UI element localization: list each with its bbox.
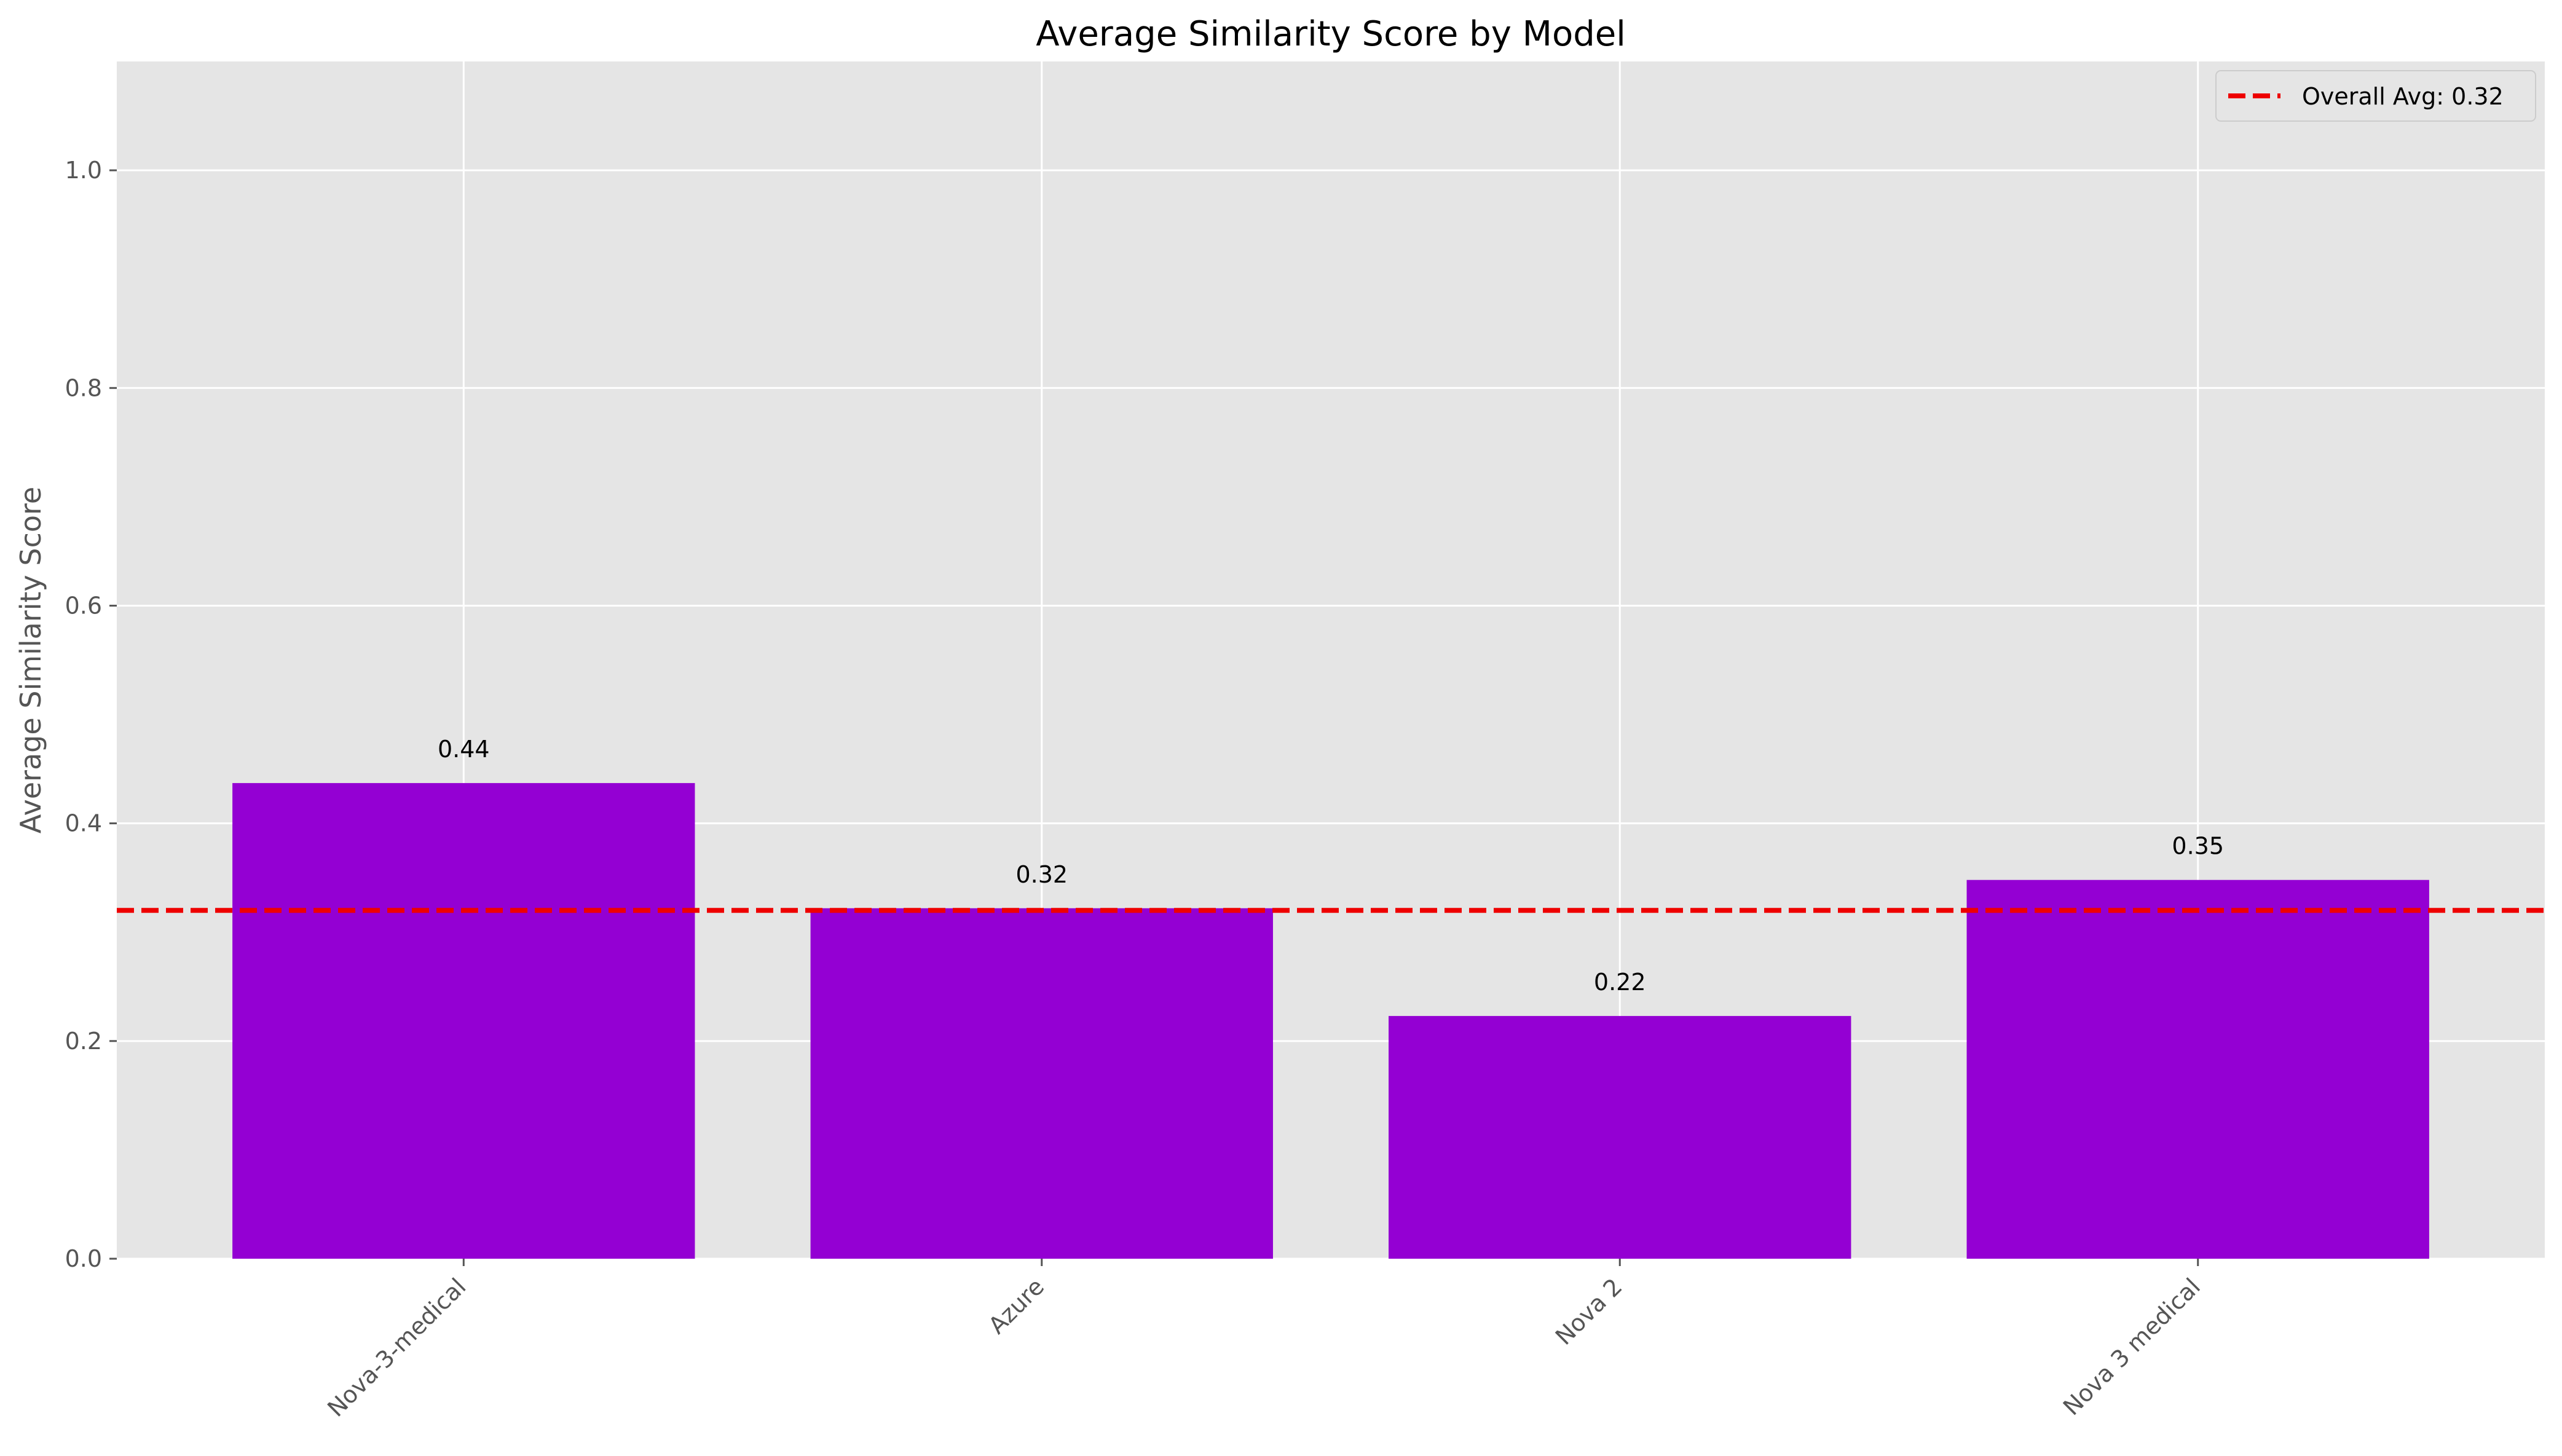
data-labels: 0.44 0.32 0.22 0.35 <box>438 736 2224 996</box>
data-label: 0.44 <box>438 736 490 763</box>
y-tick-label: 0.4 <box>65 810 102 837</box>
bar-nova-3-medical <box>232 783 695 1259</box>
y-tick-label: 0.6 <box>65 592 102 619</box>
bar-nova-3-medical <box>1966 880 2429 1259</box>
y-axis: 0.0 0.2 0.4 0.6 0.8 1.0 <box>65 157 117 1272</box>
x-tick-label: Nova 2 <box>1550 1273 1628 1350</box>
x-axis: Nova-3-medical Azure Nova 2 Nova 3 medical <box>322 1259 2205 1422</box>
data-label: 0.22 <box>1594 969 1646 996</box>
bars <box>232 783 2429 1259</box>
y-tick-label: 0.8 <box>65 374 102 401</box>
y-tick-label: 0.2 <box>65 1028 102 1055</box>
bar-nova-2 <box>1389 1016 1851 1259</box>
data-label: 0.35 <box>2172 833 2224 860</box>
y-tick-label: 0.0 <box>65 1245 102 1272</box>
chart-title: Average Similarity Score by Model <box>1036 14 1626 54</box>
bar-azure <box>810 908 1273 1259</box>
legend-box <box>2215 70 2536 122</box>
x-tick-label: Nova 3 medical <box>2058 1273 2205 1420</box>
x-tick-label: Nova-3-medical <box>322 1273 471 1422</box>
legend: Overall Avg: 0.32 <box>2215 70 2536 122</box>
legend-label: Overall Avg: 0.32 <box>2302 83 2504 110</box>
y-tick-label: 1.0 <box>65 157 102 184</box>
y-axis-label: Average Similarity Score <box>14 487 47 833</box>
x-tick-label: Azure <box>983 1273 1050 1339</box>
data-label: 0.32 <box>1015 861 1068 888</box>
